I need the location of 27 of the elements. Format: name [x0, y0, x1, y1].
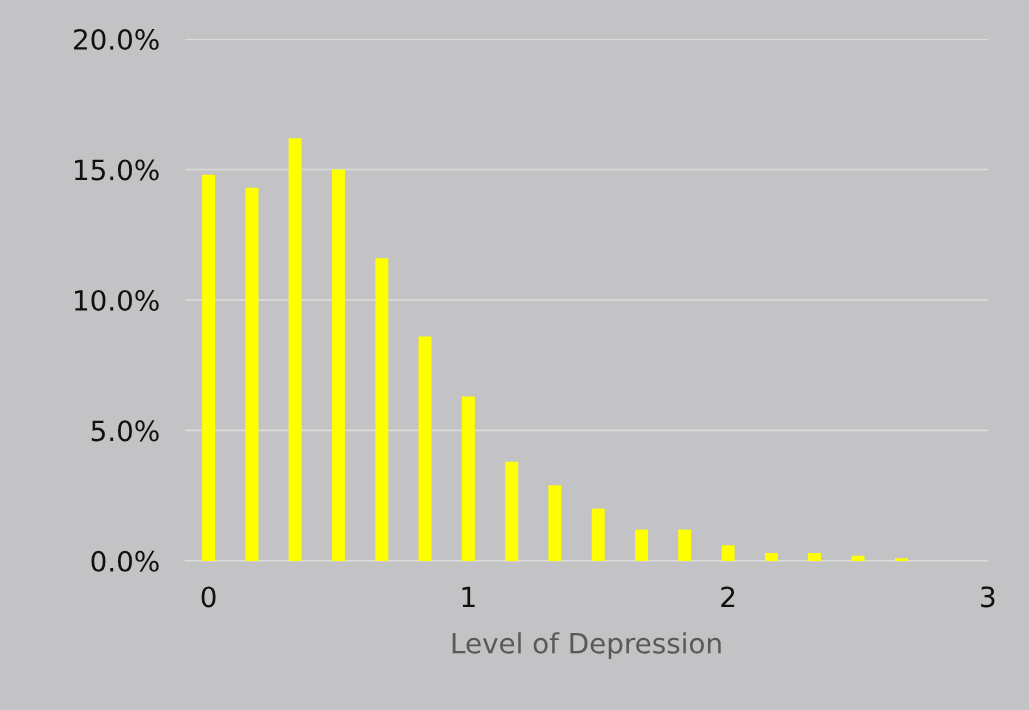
x-tick-label: 2 [721, 586, 735, 608]
bar [375, 258, 389, 561]
x-axis-title: Level of Depression [452, 632, 721, 660]
bar [721, 545, 735, 561]
y-tick-label: 15.0% [75, 159, 159, 181]
bar [591, 508, 605, 561]
bar [202, 174, 216, 561]
bar [678, 529, 692, 561]
x-tick-label: 1 [462, 586, 475, 608]
bar [245, 187, 259, 561]
x-tick-label: 3 [981, 586, 995, 608]
x-tick-label: 0 [201, 586, 216, 608]
bar [288, 138, 302, 561]
bar [461, 396, 475, 561]
bar [851, 555, 865, 561]
bar [764, 553, 778, 561]
bar [548, 485, 562, 561]
bar [331, 169, 345, 561]
bar [808, 553, 822, 561]
bar [894, 558, 908, 561]
bar [635, 529, 649, 561]
y-tick-label: 10.0% [75, 289, 159, 311]
y-tick-label: 20.0% [74, 28, 159, 50]
bar [418, 336, 432, 561]
y-tick-label: 5.0% [91, 420, 159, 442]
y-tick-label: 0.0% [91, 550, 159, 572]
bar [505, 461, 519, 561]
